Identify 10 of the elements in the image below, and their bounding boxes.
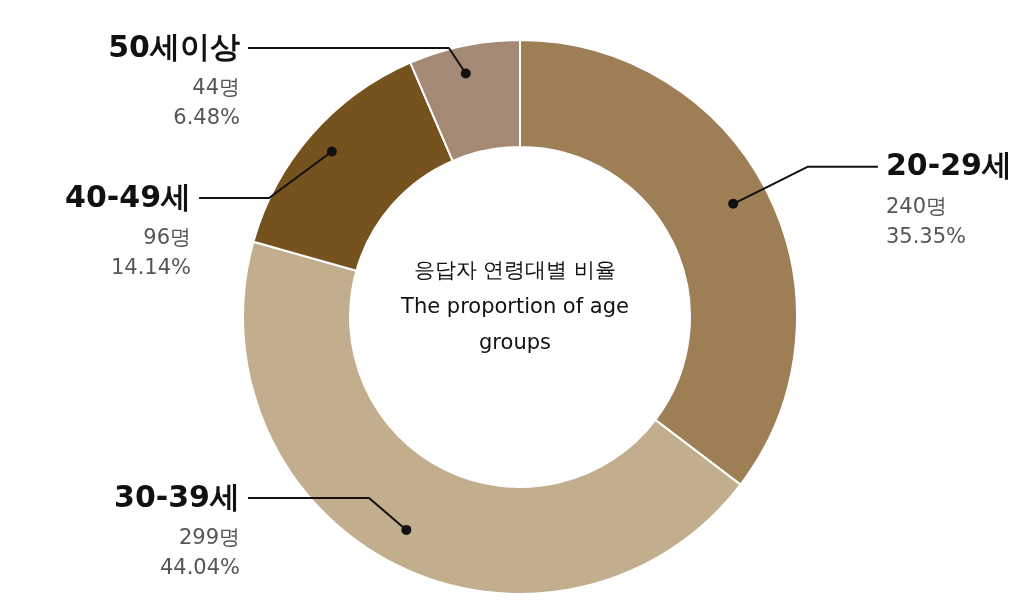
- slice-label: 50세이상: [108, 28, 240, 64]
- data-label: 44명 6.48%: [173, 75, 240, 129]
- data-label: 96명 14.14%: [110, 225, 192, 279]
- slice-label: 20-29세: [885, 147, 1012, 183]
- slice-label: 40-49세: [65, 178, 192, 214]
- text: The proportion of age groups: [400, 293, 630, 356]
- slice-label: 30-39세: [114, 478, 240, 514]
- data-label: 240명 35.35%: [885, 193, 967, 248]
- data-label: 299명 44.04%: [159, 525, 240, 579]
- text: 응답자 연령대별 비율: [412, 257, 618, 284]
